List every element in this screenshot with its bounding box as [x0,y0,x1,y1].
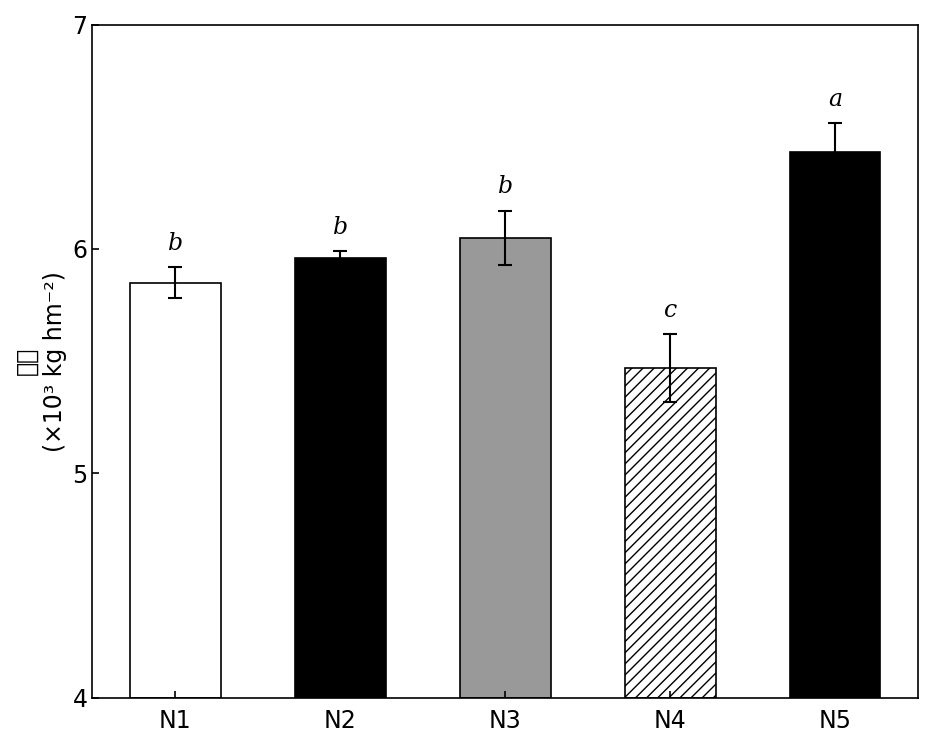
Bar [789,153,881,698]
Bar [295,258,385,698]
Text: a: a [829,88,842,111]
Y-axis label: 产量
(×10³ kg hm⁻²): 产量 (×10³ kg hm⁻²) [15,271,67,452]
Text: b: b [497,176,513,198]
Bar [130,283,221,698]
Text: b: b [333,216,348,239]
Bar [625,368,716,698]
Text: c: c [663,299,676,322]
Bar [460,238,550,698]
Text: b: b [168,232,183,254]
